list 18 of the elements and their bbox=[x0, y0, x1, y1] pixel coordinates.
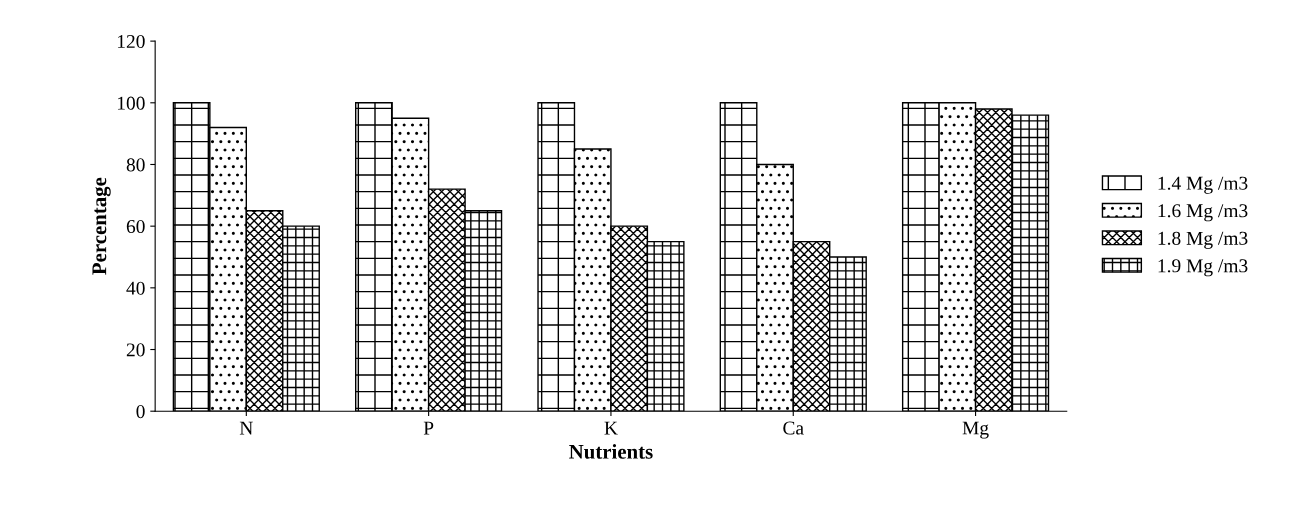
y-axis-title: Percentage bbox=[92, 177, 111, 275]
y-tick-label: 100 bbox=[117, 96, 145, 110]
x-tick-label: Ca bbox=[783, 421, 804, 435]
y-tick-label: 0 bbox=[136, 405, 145, 419]
y-tick-label: 120 bbox=[117, 34, 145, 49]
y-tick-label: 40 bbox=[126, 281, 145, 295]
legend-label: 1.8 Mg /m3 bbox=[1158, 231, 1248, 249]
legend-label: 1.9 Mg /m3 bbox=[1158, 259, 1248, 277]
x-tick-label: Mg bbox=[962, 421, 989, 439]
y-tick-label: 80 bbox=[126, 158, 145, 172]
y-tick-label: 20 bbox=[126, 343, 145, 357]
x-tick-label: P bbox=[423, 421, 434, 435]
legend-label: 1.6 Mg /m3 bbox=[1158, 204, 1248, 222]
x-axis-title: Nutrients bbox=[569, 444, 653, 459]
x-tick-label: N bbox=[239, 421, 253, 435]
y-tick-label: 60 bbox=[126, 219, 145, 234]
legend-label: 1.4 Mg /m3 bbox=[1158, 176, 1248, 194]
x-tick-label: K bbox=[604, 421, 618, 435]
